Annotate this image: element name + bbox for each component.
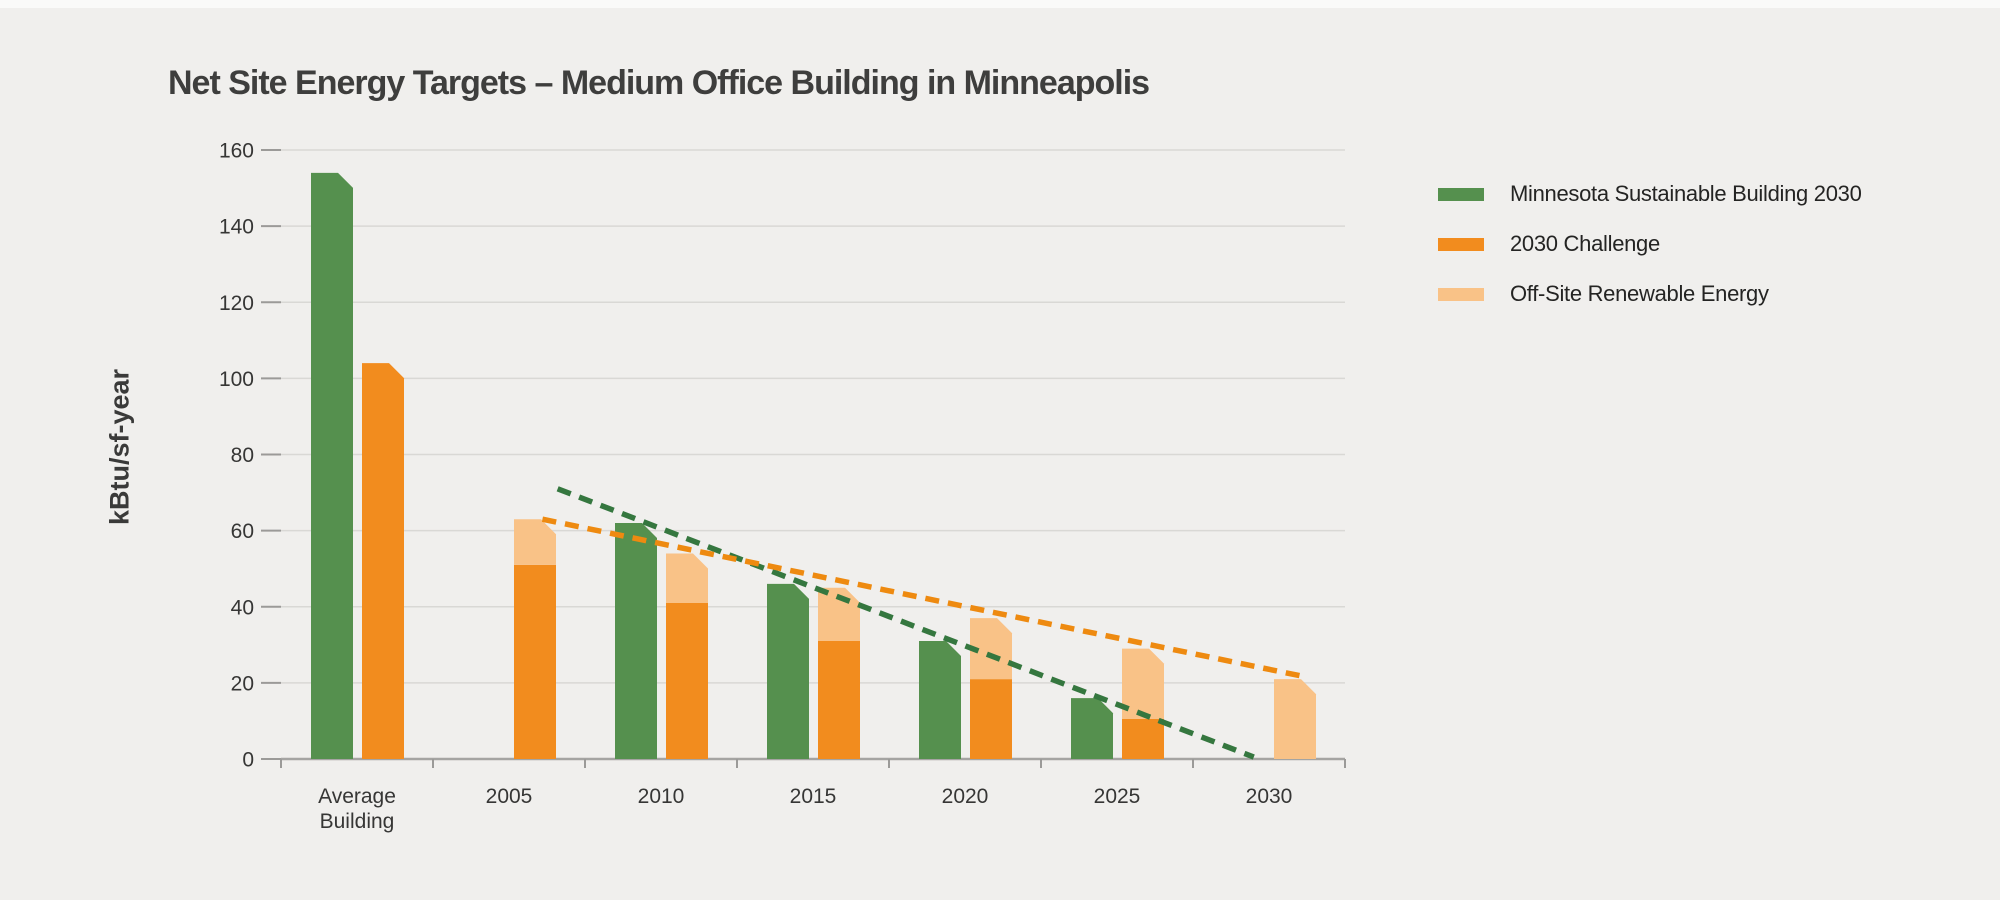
- x-category-label: Average: [318, 785, 396, 808]
- bar-renewable-2025: [1122, 648, 1164, 720]
- y-tick-label: 20: [231, 672, 254, 695]
- legend: Minnesota Sustainable Building 2030 2030…: [1438, 169, 1862, 319]
- y-tick-label: 60: [231, 520, 254, 543]
- x-category-label: 2020: [942, 785, 989, 808]
- y-tick-label: 120: [219, 292, 254, 315]
- legend-label: Minnesota Sustainable Building 2030: [1510, 181, 1862, 206]
- bar-green-average-building: [311, 172, 353, 759]
- bar-green-2010: [615, 523, 657, 759]
- x-category-label: 2010: [638, 785, 685, 808]
- legend-swatch-green: [1438, 187, 1484, 201]
- legend-label: Off-Site Renewable Energy: [1510, 281, 1769, 306]
- x-category-label: 2015: [790, 785, 837, 808]
- x-category-label: 2025: [1094, 785, 1141, 808]
- green-dashed-trendline: [556, 486, 1255, 760]
- bar-renewable-2030: [1274, 679, 1316, 759]
- y-tick-label: 80: [231, 444, 254, 467]
- x-category-label: Building: [320, 810, 395, 833]
- bar-orange-2020: [970, 679, 1012, 759]
- legend-swatch-light-orange: [1438, 287, 1484, 301]
- bar-orange-2005: [514, 564, 556, 759]
- chart-title: Net Site Energy Targets – Medium Office …: [168, 64, 1150, 102]
- legend-label: 2030 Challenge: [1510, 231, 1660, 256]
- legend-item: Off-Site Renewable Energy: [1438, 269, 1862, 319]
- orange-dashed-trendline: [541, 516, 1308, 680]
- bar-renewable-2010: [666, 553, 708, 603]
- x-category-label: 2030: [1246, 785, 1293, 808]
- y-tick-label: 140: [219, 216, 254, 239]
- bar-green-2015: [767, 583, 809, 759]
- y-tick-label: 0: [242, 749, 254, 772]
- bar-green-2025: [1071, 698, 1113, 759]
- legend-swatch-orange: [1438, 237, 1484, 251]
- bar-orange-2015: [818, 641, 860, 759]
- legend-item: 2030 Challenge: [1438, 219, 1862, 269]
- bar-orange-average-building: [362, 363, 404, 759]
- legend-item: Minnesota Sustainable Building 2030: [1438, 169, 1862, 219]
- y-tick-label: 160: [219, 140, 254, 163]
- x-category-label: 2005: [486, 785, 533, 808]
- y-tick-label: 40: [231, 596, 254, 619]
- y-tick-label: 100: [219, 368, 254, 391]
- bar-orange-2025: [1122, 719, 1164, 759]
- bar-renewable-2005: [514, 519, 556, 565]
- bar-green-2020: [919, 641, 961, 759]
- bar-orange-2010: [666, 602, 708, 759]
- bar-renewable-2020: [970, 618, 1012, 680]
